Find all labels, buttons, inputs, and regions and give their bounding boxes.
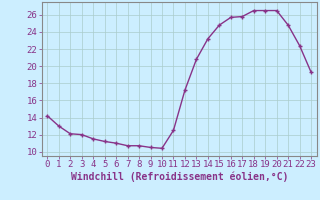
X-axis label: Windchill (Refroidissement éolien,°C): Windchill (Refroidissement éolien,°C) [70,172,288,182]
